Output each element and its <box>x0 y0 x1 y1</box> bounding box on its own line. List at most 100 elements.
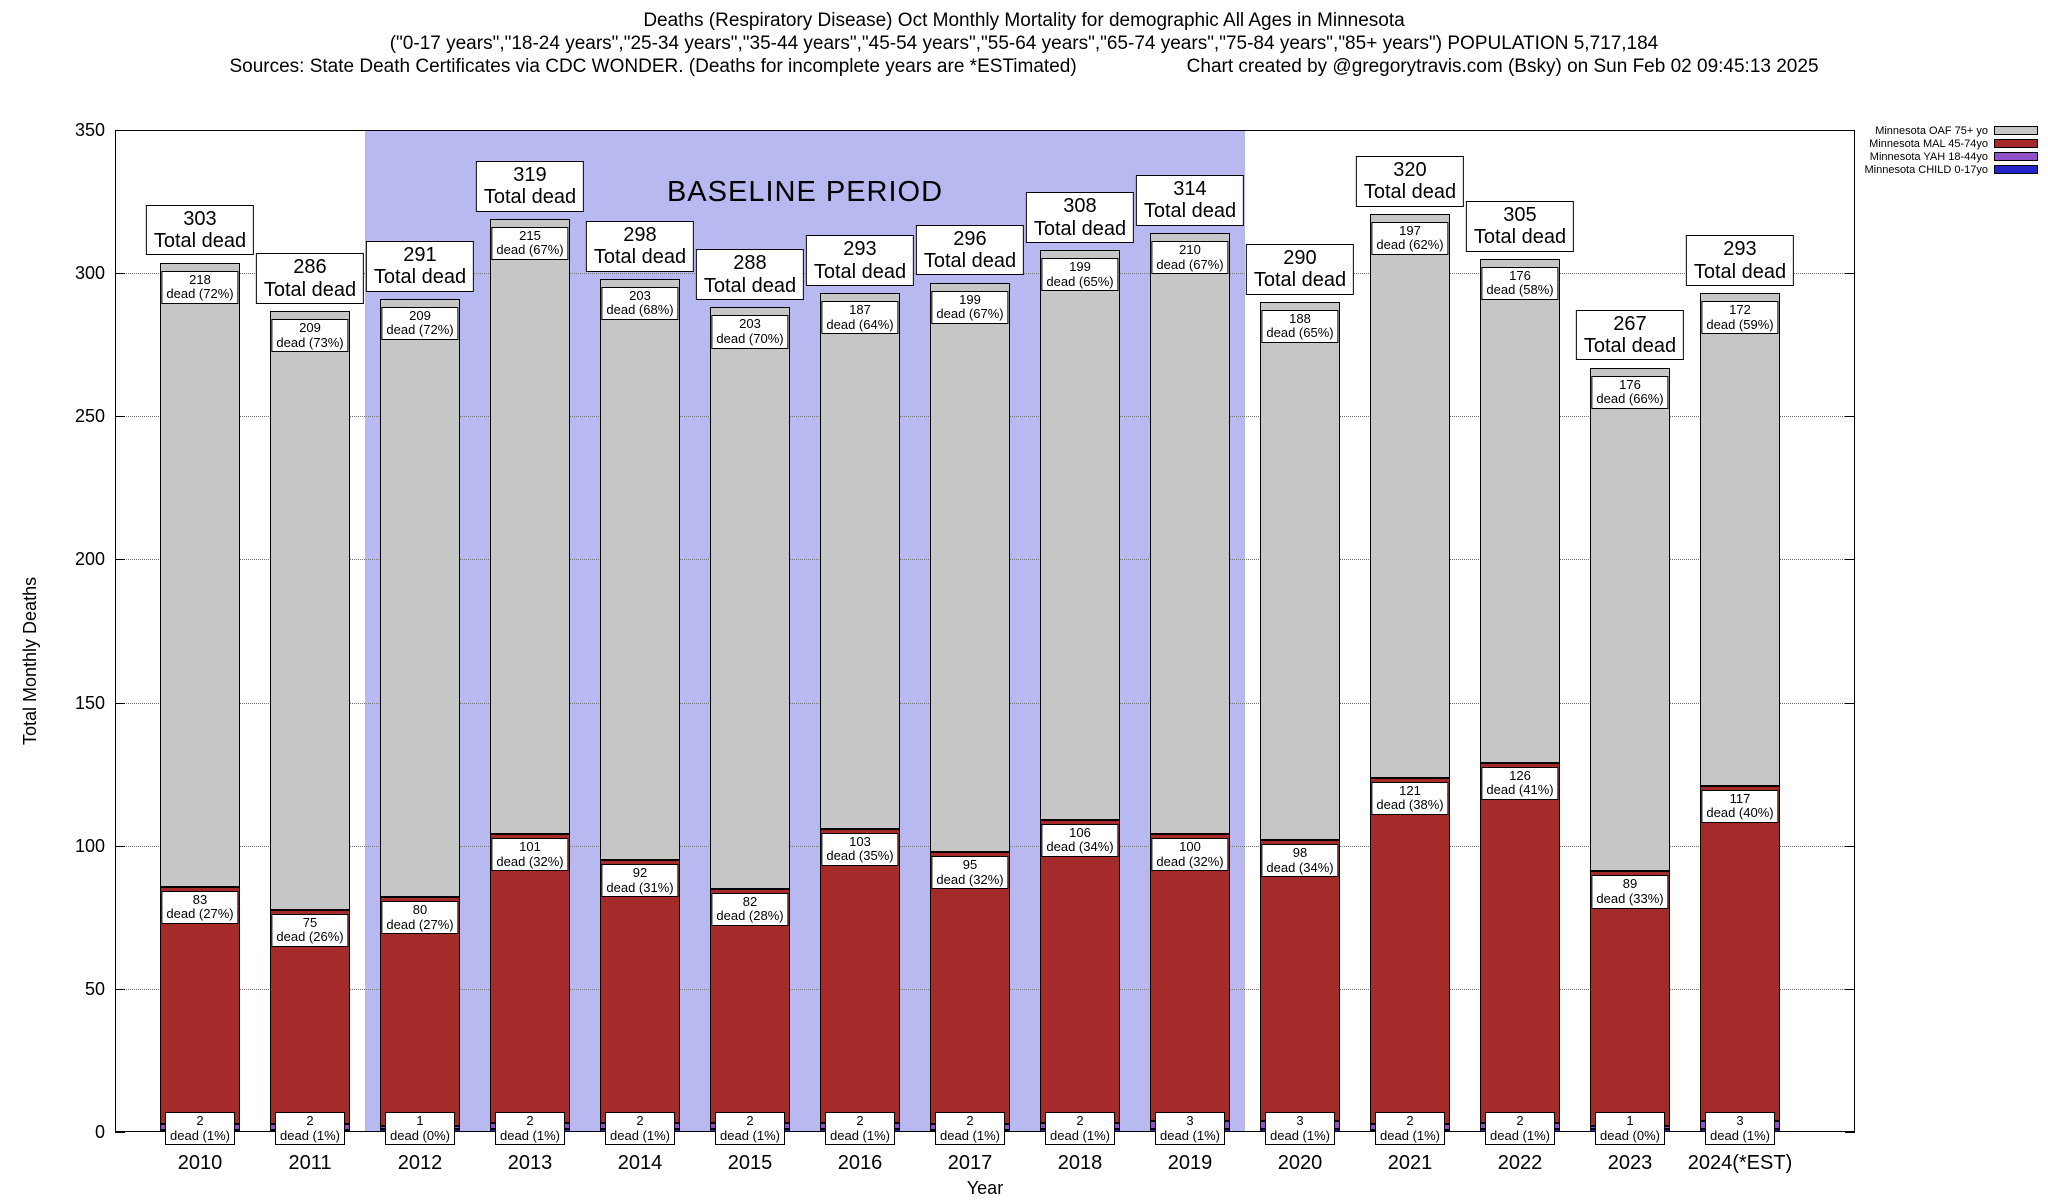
bar-segment-oaf-2017 <box>930 282 1010 853</box>
bar-label-mal-2018: 106 dead (34%) <box>1041 823 1119 858</box>
bar-label-total-value: 303 <box>183 207 217 230</box>
bar-label-yah-value: 2 <box>526 1113 534 1128</box>
bar-segment-mal-2017 <box>930 852 1010 1125</box>
bar-label-mal-value: 75 <box>302 914 318 930</box>
bar-label-mal-sub: dead (41%) <box>1486 782 1554 798</box>
bar-label-yah-sub: dead (0%) <box>1600 1127 1660 1143</box>
ytick-left-300 <box>115 273 125 275</box>
bar-segment-oaf-2013 <box>490 218 570 835</box>
bar-label-oaf-2022: 176 dead (58%) <box>1481 266 1559 300</box>
bar-segment-oaf-2015 <box>710 307 790 889</box>
bar-label-yah-2012: 1 dead (0%) <box>385 1112 455 1146</box>
ytick-left-150 <box>115 702 125 704</box>
bar-segment-oaf-2011 <box>270 311 350 910</box>
bar-label-yah-2021: 2 dead (1%) <box>1375 1112 1445 1146</box>
bar-label-total-sub: Total dead <box>593 246 687 269</box>
bar-label-yah-2017: 2 dead (1%) <box>935 1112 1005 1146</box>
bar-label-mal-sub: dead (33%) <box>1596 891 1664 907</box>
bar-label-mal-2022: 126 dead (41%) <box>1481 766 1559 800</box>
bar-label-oaf-value: 199 <box>959 291 981 307</box>
bar-label-yah-2020: 3 dead (1%) <box>1265 1112 1335 1146</box>
bar-label-total-sub: Total dead <box>263 278 357 301</box>
bar-label-total-sub: Total dead <box>923 249 1017 272</box>
xtick-label-2020: 2020 <box>1277 1152 1323 1174</box>
xtick-label-2022: 2022 <box>1497 1152 1543 1174</box>
bar-label-mal-2016: 103 dead (35%) <box>821 832 899 866</box>
bar-label-total-value: 305 <box>1503 203 1537 226</box>
bar-segment-mal-2020 <box>1260 839 1340 1121</box>
bar-label-mal-sub: dead (38%) <box>1376 797 1444 813</box>
bar-label-oaf-sub: dead (68%) <box>606 302 674 318</box>
bar-label-total-value: 314 <box>1173 178 1207 201</box>
ytick-right-0 <box>1845 1132 1855 1133</box>
bar-label-yah-sub: dead (1%) <box>1710 1127 1770 1143</box>
bar-label-total-sub: Total dead <box>1363 181 1457 204</box>
bar-label-total-2010: 303 Total dead <box>145 204 255 256</box>
bar-label-oaf-2010: 218 dead (72%) <box>161 270 239 304</box>
bar-label-yah-sub: dead (1%) <box>1270 1127 1330 1143</box>
bar-label-yah-sub: dead (1%) <box>940 1127 1000 1143</box>
xtick-label-2014: 2014 <box>617 1152 663 1174</box>
bar-label-total-2016: 293 Total dead <box>805 235 915 286</box>
bar-label-total-2020: 290 Total dead <box>1245 243 1355 295</box>
bar-label-yah-sub: dead (1%) <box>1050 1127 1110 1143</box>
ytick-right-250 <box>1845 416 1855 418</box>
bar-label-oaf-2014: 203 dead (68%) <box>601 286 679 320</box>
bar-label-oaf-value: 176 <box>1509 267 1531 283</box>
bar-label-yah-2022: 2 dead (1%) <box>1485 1112 1555 1146</box>
bar-label-oaf-2013: 215 dead (67%) <box>491 226 569 260</box>
bar-segment-oaf-2022 <box>1480 258 1560 763</box>
bar-label-oaf-sub: dead (67%) <box>936 306 1004 322</box>
bar-label-oaf-sub: dead (66%) <box>1596 391 1664 407</box>
bar-label-yah-sub: dead (0%) <box>390 1127 450 1143</box>
bar-label-oaf-2019: 210 dead (67%) <box>1151 241 1229 275</box>
bar-label-total-2024(*EST): 293 Total dead <box>1685 235 1795 286</box>
bar-segment-mal-2022 <box>1480 762 1560 1124</box>
bar-label-mal-value: 82 <box>742 893 758 909</box>
bar-segment-mal-2016 <box>820 828 900 1124</box>
bar-label-oaf-value: 188 <box>1289 310 1311 326</box>
bar-label-yah-value: 3 <box>1736 1113 1744 1128</box>
xtick-label-2012: 2012 <box>397 1152 443 1174</box>
legend-swatch-yah <box>1994 152 2038 161</box>
bar-label-yah-value: 2 <box>966 1113 974 1128</box>
legend-label-oaf: Minnesota OAF 75+ yo <box>1875 124 1988 137</box>
bar-label-yah-sub: dead (1%) <box>500 1127 560 1143</box>
bar-label-mal-sub: dead (32%) <box>496 853 564 869</box>
bar-label-total-value: 298 <box>623 223 657 246</box>
xtick-label-2015: 2015 <box>727 1152 773 1174</box>
bar-label-yah-value: 2 <box>746 1113 754 1128</box>
bar-label-total-value: 288 <box>733 252 767 275</box>
bar-label-mal-value: 101 <box>519 839 541 855</box>
bar-label-oaf-2016: 187 dead (64%) <box>821 301 899 335</box>
bar-label-total-2014: 298 Total dead <box>585 220 695 272</box>
bar-label-total-sub: Total dead <box>483 186 577 209</box>
ytick-right-200 <box>1845 559 1855 561</box>
bar-label-yah-value: 1 <box>416 1113 424 1128</box>
ytick-left-350 <box>115 130 125 131</box>
chart-credit-text: Chart created by @gregorytravis.com (Bsk… <box>1186 56 1819 77</box>
bar-segment-oaf-2010 <box>160 262 240 887</box>
ytick-right-50 <box>1845 988 1855 990</box>
bar-label-oaf-2011: 209 dead (73%) <box>271 319 349 353</box>
bar-label-mal-2015: 82 dead (28%) <box>711 892 789 926</box>
bar-label-total-2011: 286 Total dead <box>255 253 365 304</box>
bar-segment-mal-2014 <box>600 860 680 1124</box>
bar-label-yah-2010: 2 dead (1%) <box>165 1112 235 1146</box>
bar-label-mal-2020: 98 dead (34%) <box>1261 843 1339 878</box>
bar-label-yah-value: 2 <box>196 1113 204 1128</box>
xtick-label-2011: 2011 <box>288 1152 332 1174</box>
legend-item-mal: Minnesota MAL 45-74yo <box>1864 137 2038 150</box>
bar-segment-oaf-2014 <box>600 278 680 861</box>
bar-label-yah-value: 2 <box>636 1113 644 1128</box>
bar-label-mal-value: 117 <box>1729 790 1751 806</box>
bar-label-total-2023: 267 Total dead <box>1575 309 1685 361</box>
bar-label-mal-2011: 75 dead (26%) <box>271 913 349 947</box>
bar-label-mal-sub: dead (35%) <box>826 848 894 864</box>
bar-label-oaf-sub: dead (65%) <box>1046 273 1114 289</box>
bar-segment-oaf-2019 <box>1150 233 1230 835</box>
y-axis-title: Total Monthly Deaths <box>20 576 40 745</box>
bar-segment-oaf-2018 <box>1040 250 1120 820</box>
bar-label-total-value: 320 <box>1393 158 1427 181</box>
